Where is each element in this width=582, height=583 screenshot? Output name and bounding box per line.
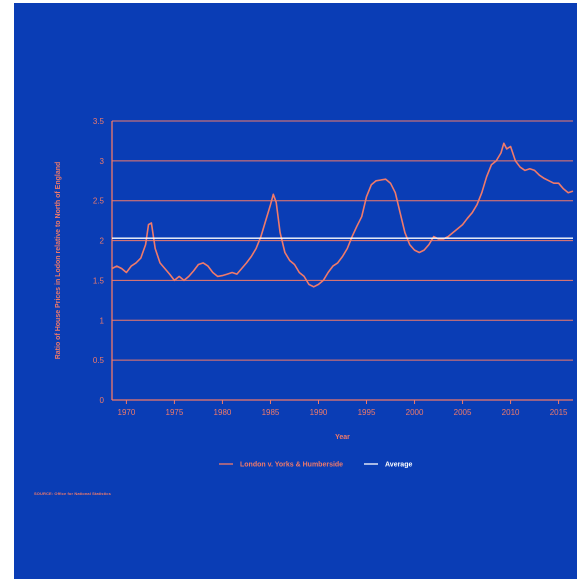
axes [111,121,573,404]
x-tick-label-3: 1985 [262,408,280,417]
x-tick-label-8: 2010 [502,408,520,417]
x-tick-label-7: 2005 [454,408,472,417]
line-chart: 0 0.5 1 1.5 2 2.5 3 3.5 1970 1975 1980 1985 1990 1995… [55,117,574,469]
x-tick-label-4: 1990 [310,408,328,417]
y-tick-label-1: 0.5 [93,356,105,365]
legend-label-average: Average [385,462,412,469]
y-tick-label-0: 0 [100,396,105,405]
y-tick-label-2: 1 [100,316,105,325]
x-tick-label-1: 1975 [166,408,184,417]
source-note: SOURCE: Office for National Statistics [34,491,111,496]
x-axis-title: Year [335,434,350,441]
x-tick-label-5: 1995 [358,408,376,417]
series-line-london [111,142,574,288]
y-tick-label-6: 3 [100,157,105,166]
legend: London v. Yorks & Humberside Average [219,462,412,469]
legend-label-london: London v. Yorks & Humberside [240,462,343,469]
y-tick-label-7: 3.5 [93,117,105,126]
grid-lines [112,120,573,361]
chart-panel: 0 0.5 1 1.5 2 2.5 3 3.5 1970 1975 1980 1985 1990 1995… [14,3,577,579]
y-tick-label-3: 1.5 [93,276,105,285]
x-tick-label-9: 2015 [550,408,568,417]
y-tick-label-4: 2 [100,237,105,246]
x-tick-label-2: 1980 [214,408,232,417]
x-tick-label-6: 2000 [406,408,424,417]
tick-labels: 0 0.5 1 1.5 2 2.5 3 3.5 1970 1975 1980 1985 1990 1995… [93,117,568,417]
y-axis-title: Ratio of House Prices in Lodon relative … [55,162,62,360]
y-tick-label-5: 2.5 [93,197,105,206]
x-tick-label-0: 1970 [118,408,136,417]
series-layer [111,142,574,288]
